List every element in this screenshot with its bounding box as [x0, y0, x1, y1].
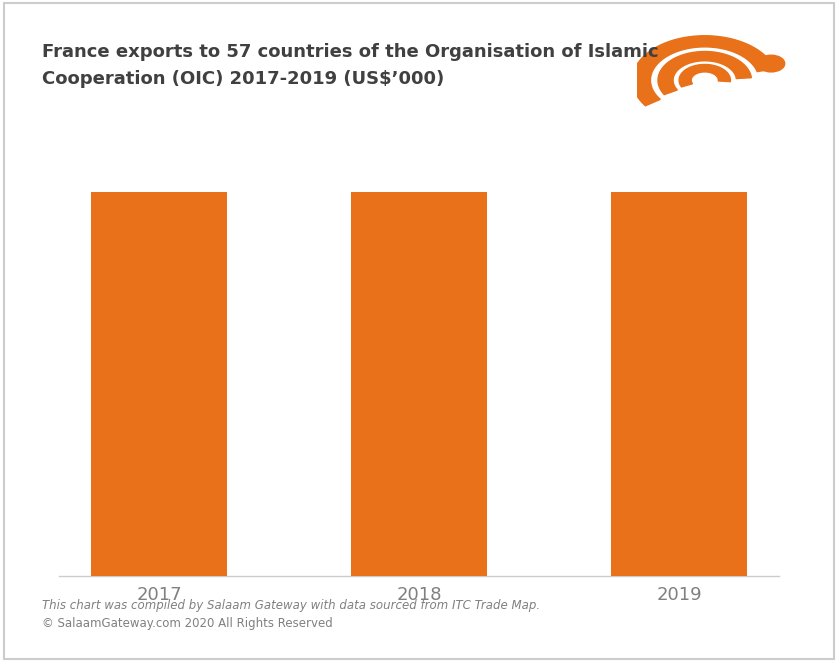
Polygon shape: [658, 52, 752, 95]
Text: France exports to 57 countries of the Organisation of Islamic: France exports to 57 countries of the Or…: [42, 43, 659, 61]
Text: This chart was compiled by Salaam Gateway with data sourced from ITC Trade Map.: This chart was compiled by Salaam Gatewa…: [42, 599, 540, 612]
Bar: [612, 0, 747, 576]
Text: © SalaamGateway.com 2020 All Rights Reserved: © SalaamGateway.com 2020 All Rights Rese…: [42, 617, 333, 630]
Polygon shape: [633, 36, 774, 106]
Circle shape: [758, 55, 784, 72]
Bar: [351, 0, 487, 576]
Text: Cooperation (OIC) 2017-2019 (US$’000): Cooperation (OIC) 2017-2019 (US$’000): [42, 70, 444, 87]
Polygon shape: [679, 64, 731, 87]
Bar: [91, 0, 226, 576]
